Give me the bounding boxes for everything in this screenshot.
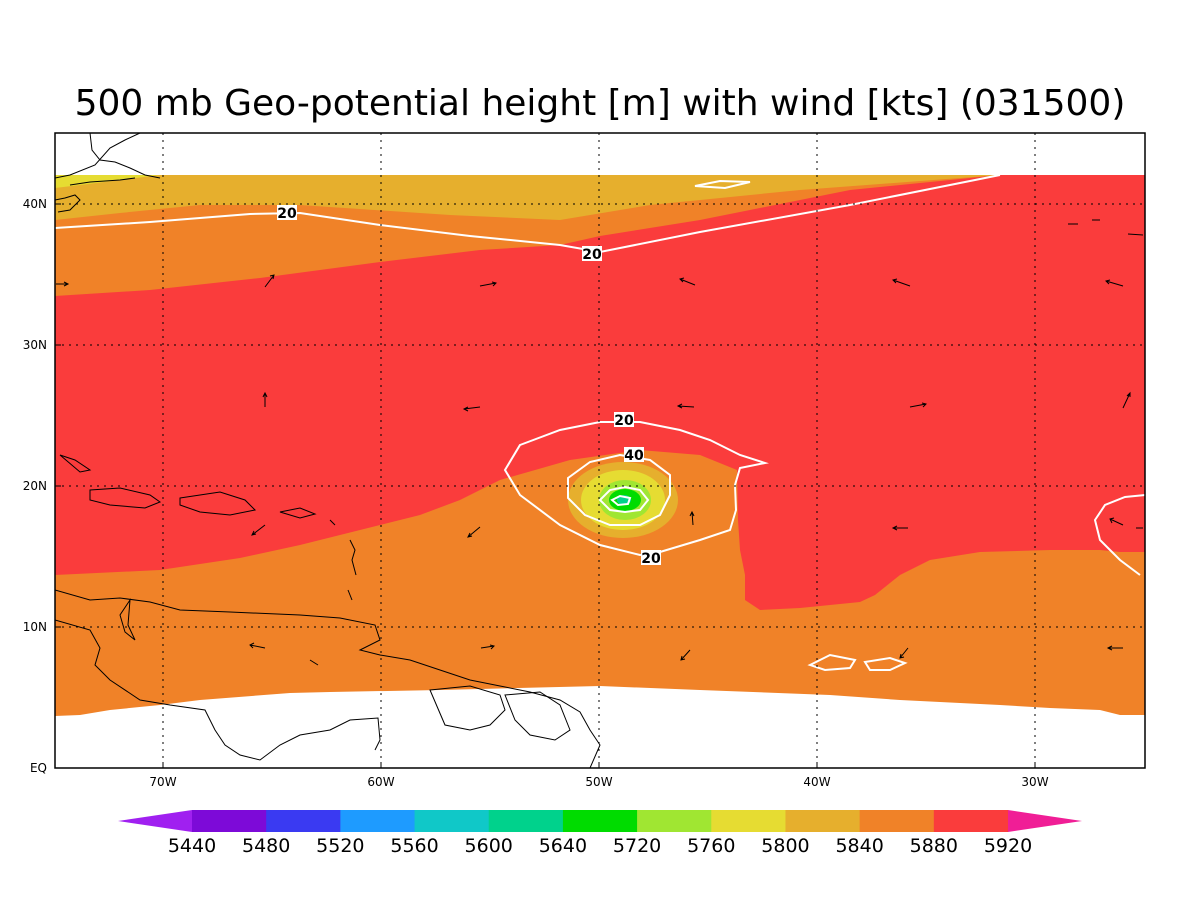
colorbar-level-label: 5760 [687,835,735,857]
y-tick-label: EQ [30,761,47,775]
contour-label-20-d: 20 [641,551,661,567]
fill-5840-region [55,175,1000,220]
colorbar-swatch [785,810,861,832]
contour-label-20-b: 20 [582,247,602,263]
y-tick-label: 30N [23,338,47,352]
x-tick-labels: 70W 60W 50W 40W 30W [149,775,1048,789]
colorbar-level-label: 5480 [242,835,290,857]
contour-labels: 20 20 20 40 20 [277,205,661,567]
colorbar-swatch [933,810,1009,832]
colorbar-swatch [414,810,490,832]
colorbar-level-label: 5800 [761,835,809,857]
colorbar-level-label: 5880 [910,835,958,857]
contour-label-40: 40 [624,448,644,464]
x-tick-label: 50W [585,775,612,789]
wind-arrows [56,219,1144,661]
contour-label-20-a: 20 [277,206,297,222]
colorbar-max-triangle [1008,810,1082,832]
grid-lines [55,133,1145,768]
contour-label-20-c: 20 [614,413,634,429]
colorbar-level-label: 5840 [835,835,883,857]
y-tick-label: 10N [23,620,47,634]
colorbar-level-label: 5560 [390,835,438,857]
colorbar-level-label: 5640 [539,835,587,857]
axis-ticks [55,203,1036,769]
map-title: 500 mb Geo-potential height [m] with win… [75,83,1126,124]
colorbar-level-label: 5720 [613,835,661,857]
colorbar-swatch [488,810,564,832]
colorbar: 5440 5480 5520 5560 5600 5640 5720 5760 5800 5840… [118,810,1082,857]
colorbar-swatch [711,810,786,832]
colorbar-level-label: 5440 [168,835,216,857]
y-tick-label: 20N [23,479,47,493]
colorbar-swatch [192,810,267,832]
colorbar-swatch [340,810,416,832]
x-tick-label: 40W [803,775,830,789]
colorbar-swatch [859,810,935,832]
y-tick-labels: EQ 10N 20N 30N 40N [23,197,47,775]
colorbar-level-label: 5520 [316,835,364,857]
colorbar-min-triangle [118,810,192,832]
isotach-contours [55,174,1145,672]
x-tick-label: 60W [367,775,394,789]
colorbar-swatch [637,810,712,832]
x-tick-label: 30W [1021,775,1048,789]
x-tick-label: 70W [149,775,176,789]
colorbar-swatch [562,810,638,832]
colorbar-level-label: 5920 [984,835,1032,857]
colorbar-level-label: 5600 [465,835,513,857]
plot-border [54,132,1146,769]
plot-area: 20 20 20 40 20 [55,133,1145,768]
colorbar-swatch [266,810,341,832]
fill-5920-region [55,175,1145,610]
y-tick-label: 40N [23,197,47,211]
coastlines [55,133,601,768]
